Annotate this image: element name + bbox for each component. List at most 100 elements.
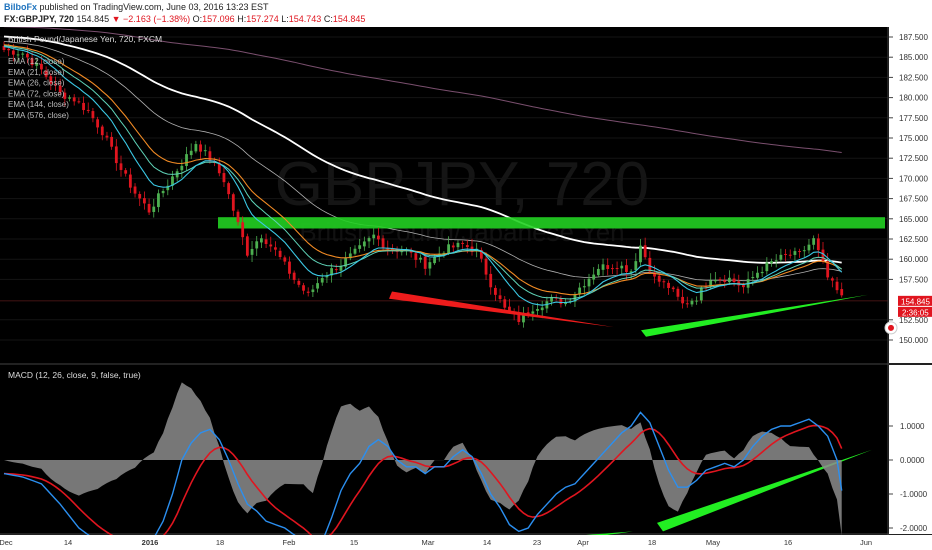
candle-body: [72, 97, 76, 102]
candle-body: [68, 97, 71, 99]
low-label: L:: [281, 14, 289, 24]
candle-body: [185, 154, 188, 166]
close-label: C:: [323, 14, 333, 24]
price-tick-label: 177.500: [899, 114, 928, 123]
low-value: 154.743: [288, 14, 322, 24]
candle-body: [489, 273, 493, 288]
candle-body: [465, 245, 469, 248]
candle-body: [728, 277, 731, 283]
candle-body: [639, 245, 642, 263]
candle-body: [784, 253, 787, 255]
candle-body: [503, 299, 507, 308]
publication-header: BilboFx published on TradingView.com, Ju…: [0, 0, 932, 27]
candle-body: [816, 238, 820, 251]
candle-body: [765, 262, 769, 272]
candle-body: [133, 186, 137, 194]
candle-body: [30, 58, 34, 66]
candle-body: [629, 271, 633, 274]
candle-body: [250, 249, 254, 255]
candle-body: [128, 174, 132, 188]
candle-body: [35, 62, 39, 66]
candle-body: [203, 150, 207, 152]
candle-body: [344, 258, 348, 267]
candle-body: [807, 244, 811, 251]
ema-21-line: [3, 45, 842, 300]
candle-body: [685, 303, 689, 305]
candle-body: [793, 251, 797, 255]
candle-body: [643, 245, 647, 258]
price-axis[interactable]: 187.500 185.000 182.500 180.000 177.500 175.0…: [884, 27, 932, 363]
time-tick-label: Feb: [283, 538, 296, 547]
candle-body: [601, 264, 605, 270]
candle-body: [63, 92, 67, 99]
candle-body: [456, 242, 460, 248]
candle-body: [372, 234, 376, 239]
candle-body: [812, 238, 816, 245]
candle-body: [330, 268, 333, 276]
time-tick-label: 16: [784, 538, 792, 547]
candle-body: [770, 261, 773, 264]
countdown-tag-label: 2:36:05: [902, 308, 929, 317]
candle-body: [582, 286, 586, 288]
candle-body: [592, 274, 596, 280]
candle-body: [143, 198, 146, 204]
ema-12-line: [3, 46, 843, 306]
resistance-zone-band: [218, 217, 885, 229]
candle-body: [596, 268, 600, 276]
candle-body: [302, 285, 305, 291]
candle-body: [704, 286, 708, 288]
legend-indicator: EMA (576, close): [8, 111, 69, 120]
candle-body: [16, 54, 20, 56]
high-value: 157.274: [246, 14, 279, 24]
candle-body: [774, 260, 778, 262]
candle-body: [802, 250, 806, 252]
time-tick-label: 2016: [142, 538, 159, 547]
candle-body: [194, 144, 198, 152]
candle-body: [44, 70, 48, 77]
candle-body: [494, 287, 497, 295]
candle-body: [676, 288, 680, 297]
chart-area[interactable]: GBPJPY, 720 British Pound/Japanese Yen 1…: [0, 27, 932, 550]
candle-body: [86, 109, 90, 111]
ema-144-line: [3, 35, 842, 264]
candle-body: [606, 265, 610, 270]
candle-body: [522, 313, 525, 323]
candle-body: [334, 269, 338, 271]
time-tick-label: Apr: [577, 538, 589, 547]
candle-body: [826, 260, 830, 278]
candle-body: [578, 287, 582, 295]
author-link[interactable]: BilboFx: [4, 2, 37, 12]
time-tick-label: 14: [483, 538, 491, 547]
candle-body: [2, 45, 6, 51]
change-value: −2.163 (−1.38%): [123, 14, 191, 24]
candle-body: [260, 238, 263, 243]
candle-body: [798, 251, 801, 253]
macd-legend-title: MACD (12, 26, close, 9, false, true): [8, 370, 141, 380]
candle-body: [40, 63, 43, 70]
time-tick-label: Jun: [860, 538, 872, 547]
price-tick-label: 157.500: [899, 275, 928, 284]
candle-body: [611, 268, 614, 270]
time-tick-label: May: [706, 538, 720, 547]
price-tick-label: 150.000: [899, 336, 928, 345]
candle-body: [306, 291, 310, 293]
candle-body: [348, 253, 352, 259]
ema-576-line: [3, 27, 842, 153]
candle-body: [451, 245, 455, 248]
candle-body: [840, 289, 844, 296]
candle-body: [255, 241, 259, 249]
watermark-symbol: GBPJPY, 720: [275, 150, 650, 219]
candle-body: [353, 248, 357, 254]
candle-body: [362, 241, 366, 247]
candle-body: [171, 176, 174, 186]
candle-body: [550, 296, 553, 302]
price-tick-label: 162.500: [899, 235, 928, 244]
candle-body: [110, 136, 114, 147]
time-axis[interactable]: Dec 14 2016 18 Feb 15 Mar 14 23 Apr 18 May 16 Jun: [0, 535, 932, 550]
candle-body: [620, 265, 624, 269]
ema-144-path: [3, 35, 842, 264]
candle-body: [288, 261, 291, 274]
legend-indicator: EMA (72, close): [8, 89, 65, 98]
candle-body: [667, 282, 670, 288]
